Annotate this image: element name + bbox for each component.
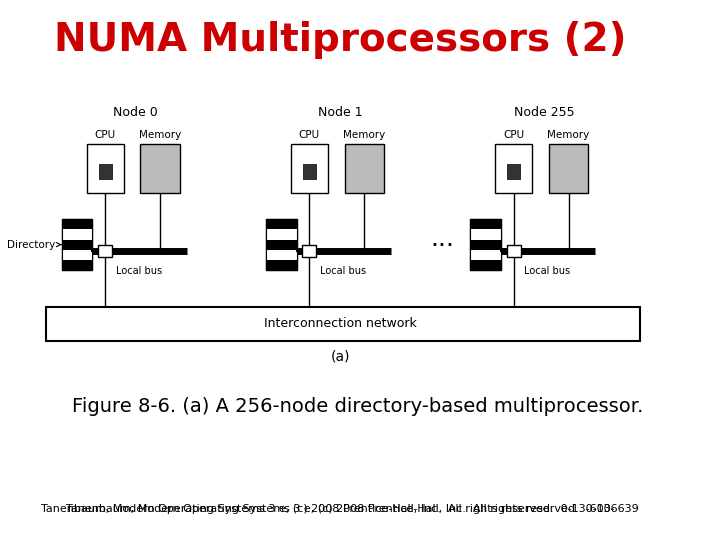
Text: CPU: CPU xyxy=(503,130,524,140)
Text: CPU: CPU xyxy=(94,130,116,140)
FancyBboxPatch shape xyxy=(303,164,316,179)
FancyBboxPatch shape xyxy=(266,240,297,249)
Text: (a): (a) xyxy=(330,349,350,363)
FancyBboxPatch shape xyxy=(470,240,501,249)
Text: Memory: Memory xyxy=(139,130,181,140)
FancyBboxPatch shape xyxy=(302,245,316,257)
Text: Tanenbaum, Modern Operating Systems 3 e, (c) 2008 Prentice-Hall, Inc.  All right: Tanenbaum, Modern Operating Systems 3 e,… xyxy=(66,504,614,515)
FancyBboxPatch shape xyxy=(495,144,532,192)
Text: Interconnection network: Interconnection network xyxy=(264,318,416,330)
Text: ...: ... xyxy=(430,227,454,251)
FancyBboxPatch shape xyxy=(470,219,501,230)
FancyBboxPatch shape xyxy=(140,144,180,192)
FancyBboxPatch shape xyxy=(291,144,328,192)
Text: Node 0: Node 0 xyxy=(114,106,158,119)
FancyBboxPatch shape xyxy=(266,260,297,270)
Text: Memory: Memory xyxy=(547,130,590,140)
FancyBboxPatch shape xyxy=(266,249,297,260)
FancyBboxPatch shape xyxy=(470,249,501,260)
FancyBboxPatch shape xyxy=(508,164,520,179)
FancyBboxPatch shape xyxy=(549,144,588,192)
Text: NUMA Multiprocessors (2): NUMA Multiprocessors (2) xyxy=(54,21,626,59)
FancyBboxPatch shape xyxy=(99,164,112,179)
FancyBboxPatch shape xyxy=(266,219,297,270)
FancyBboxPatch shape xyxy=(62,219,92,230)
Text: Directory: Directory xyxy=(7,240,61,249)
Text: Local bus: Local bus xyxy=(524,266,570,276)
Text: Local bus: Local bus xyxy=(320,266,366,276)
Text: Tanenbaum, Modern Operating Systems 3 e, (c) 2008 Prentice-Hall, Inc.  All right: Tanenbaum, Modern Operating Systems 3 e,… xyxy=(41,504,639,515)
FancyBboxPatch shape xyxy=(266,219,297,230)
Text: CPU: CPU xyxy=(299,130,320,140)
Text: Node 255: Node 255 xyxy=(514,106,575,119)
FancyBboxPatch shape xyxy=(86,144,124,192)
FancyBboxPatch shape xyxy=(62,260,92,270)
FancyBboxPatch shape xyxy=(266,230,297,240)
Text: Tanenbaum, Modern Operating Systems 3 e, (c) 2008 Prentice-Hall, Inc.  All right: Tanenbaum, Modern Operating Systems 3 e,… xyxy=(66,504,614,515)
FancyBboxPatch shape xyxy=(62,249,92,260)
Text: Figure 8-6. (a) A 256-node directory-based multiprocessor.: Figure 8-6. (a) A 256-node directory-bas… xyxy=(72,397,644,416)
FancyBboxPatch shape xyxy=(470,219,501,270)
FancyBboxPatch shape xyxy=(62,240,92,249)
Text: Node 1: Node 1 xyxy=(318,106,362,119)
FancyBboxPatch shape xyxy=(62,230,92,240)
FancyBboxPatch shape xyxy=(98,245,112,257)
FancyBboxPatch shape xyxy=(470,230,501,240)
FancyBboxPatch shape xyxy=(46,307,640,341)
Text: Memory: Memory xyxy=(343,130,385,140)
FancyBboxPatch shape xyxy=(470,260,501,270)
FancyBboxPatch shape xyxy=(344,144,384,192)
FancyBboxPatch shape xyxy=(62,219,92,270)
Text: Local bus: Local bus xyxy=(116,266,162,276)
FancyBboxPatch shape xyxy=(507,245,521,257)
